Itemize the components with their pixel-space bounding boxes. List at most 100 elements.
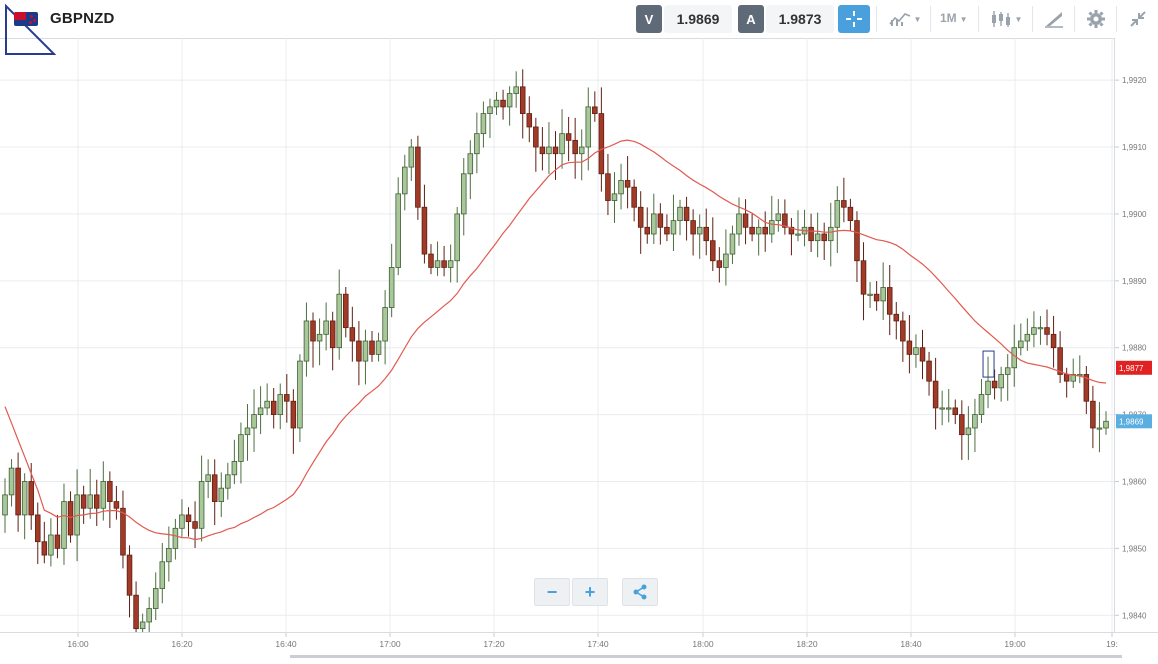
zoom-out-button[interactable]: − — [534, 578, 570, 606]
y-tick-label: 1,9910 — [1122, 143, 1147, 152]
candle-body — [303, 320, 310, 362]
candle-body — [35, 514, 41, 543]
candle-body — [841, 200, 847, 208]
candle-body — [644, 226, 651, 235]
candle-body — [598, 113, 605, 175]
crosshair-icon — [846, 11, 862, 27]
candle-body — [513, 86, 519, 94]
draw-button[interactable] — [1040, 5, 1068, 33]
candle-body — [270, 400, 277, 416]
flag-icon — [14, 12, 38, 26]
y-tick-label: 1,9860 — [1122, 477, 1147, 486]
ma-price-tag — [1116, 360, 1152, 375]
candle-body — [683, 206, 690, 222]
share-button[interactable] — [622, 578, 658, 606]
candle-body — [749, 226, 755, 235]
candle-body — [28, 481, 34, 516]
candle-body — [539, 146, 546, 155]
candle-body — [159, 561, 166, 589]
candle-body — [1096, 427, 1103, 430]
candle-body — [244, 427, 251, 436]
candle-body — [48, 534, 54, 556]
ask-button[interactable]: A — [738, 5, 764, 33]
candle-body — [578, 146, 585, 155]
candle-body — [795, 233, 801, 236]
candle-body — [972, 414, 978, 429]
time-scrollbar[interactable] — [290, 655, 1122, 658]
candle-body — [867, 293, 873, 296]
candle-body — [618, 180, 624, 195]
candle-body — [847, 206, 854, 222]
x-tick-label: 17:20 — [483, 639, 505, 649]
candle-body — [651, 213, 657, 235]
candle-body — [185, 514, 192, 523]
candle-body — [585, 106, 592, 148]
candle-body — [873, 293, 880, 302]
candle-body — [297, 360, 303, 429]
candle-body — [87, 494, 93, 509]
candle-body — [834, 200, 841, 228]
candle-body — [723, 253, 729, 268]
candle-body — [382, 307, 388, 342]
candle-body — [592, 106, 598, 114]
candle-body — [113, 501, 120, 509]
candle-body — [8, 467, 15, 496]
candle-body — [664, 226, 670, 235]
candle-body — [736, 213, 742, 235]
instrument-symbol: GBPNZD — [50, 10, 115, 27]
candle-body — [985, 380, 991, 395]
timeframe-dropdown[interactable]: 1M ▼ — [940, 11, 968, 25]
candle-body — [821, 233, 827, 242]
candles-icon — [991, 11, 1010, 27]
candle-body — [959, 414, 965, 436]
candle-body — [388, 267, 395, 308]
candle-body — [519, 86, 526, 114]
candle-body — [480, 113, 487, 135]
chart-type-button[interactable]: ▼ — [984, 5, 1028, 33]
bid-price[interactable]: 1.9869 — [664, 5, 732, 33]
candle-body — [120, 507, 126, 556]
crosshair-button[interactable] — [838, 5, 870, 33]
settings-button[interactable] — [1082, 5, 1110, 33]
candle-body — [1083, 374, 1090, 402]
collapse-button[interactable] — [1124, 5, 1152, 33]
candle-body — [1018, 340, 1024, 349]
last-price-tag-label: 1,9869 — [1119, 417, 1144, 426]
candle-body — [441, 260, 447, 268]
candle-body — [696, 226, 703, 235]
x-tick-label: 19:00 — [1004, 639, 1026, 649]
price-chart[interactable] — [0, 38, 1114, 632]
candle-body — [1011, 347, 1018, 369]
collapse-icon — [1130, 11, 1146, 27]
candle-body — [788, 226, 795, 235]
candle-body — [349, 327, 356, 342]
candle-body — [710, 240, 716, 262]
x-tick-label: 17:40 — [587, 639, 609, 649]
share-icon — [633, 584, 647, 600]
candle-body — [211, 474, 218, 502]
indicators-button[interactable]: ▼ — [882, 5, 928, 33]
candle-body — [15, 467, 21, 516]
candle-body — [231, 461, 238, 476]
candle-body — [402, 166, 408, 195]
candle-body — [991, 380, 998, 389]
candle-body — [729, 233, 736, 255]
candle-body — [827, 226, 834, 242]
candle-body — [546, 146, 552, 155]
x-tick-label: 16:20 — [171, 639, 193, 649]
candle-body — [290, 400, 297, 429]
candle-body — [506, 93, 513, 108]
candle-body — [782, 213, 788, 228]
selection-marker — [982, 350, 995, 378]
zoom-in-button[interactable]: + — [572, 578, 608, 606]
candle-body — [657, 213, 664, 228]
ask-price[interactable]: 1.9873 — [766, 5, 834, 33]
candle-body — [421, 206, 428, 255]
moving-average-line — [4, 139, 1107, 541]
candle-body — [762, 226, 768, 235]
bid-button[interactable]: V — [636, 5, 662, 33]
price-axis: 1,99201,99101,99001,98901,98801,98701,98… — [1114, 38, 1158, 632]
candle-body — [755, 226, 762, 235]
candle-body — [93, 494, 100, 509]
x-tick-label: 18:00 — [692, 639, 714, 649]
